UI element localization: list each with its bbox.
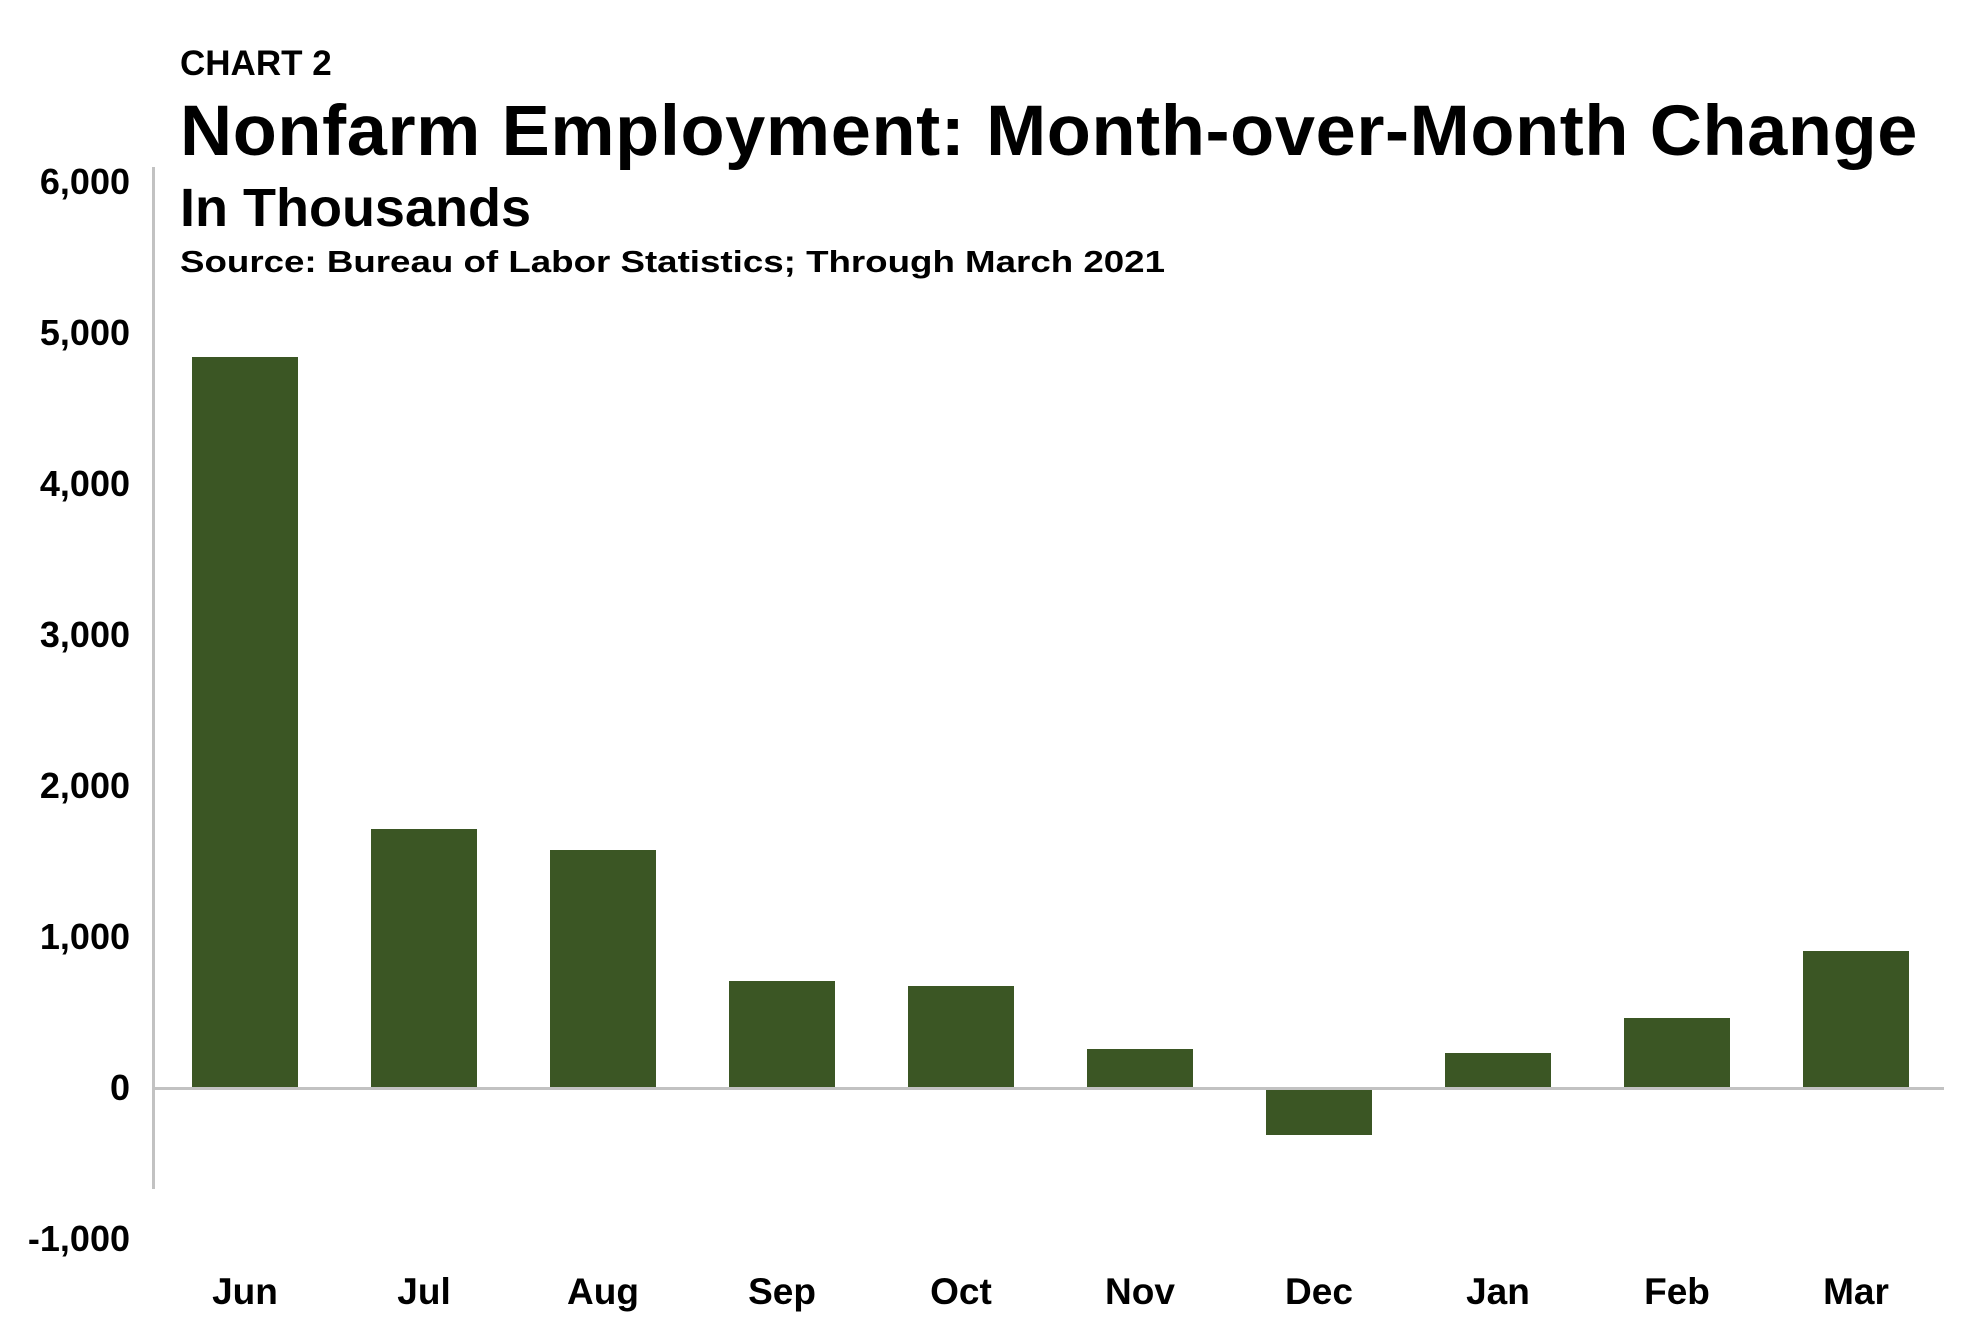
chart-title: Nonfarm Employment: Month-over-Month Cha… (180, 92, 1919, 171)
chart-subtitle: In Thousands (180, 178, 531, 238)
bar-jun (192, 357, 298, 1088)
y-tick-label: 4,000 (39, 463, 130, 504)
y-tick-label: 1,000 (39, 916, 130, 957)
x-tick-label: Sep (748, 1271, 816, 1312)
zero-baseline (152, 1087, 1944, 1090)
chart-number-label: CHART 2 (180, 44, 332, 83)
y-tick-label: 3,000 (39, 614, 130, 655)
bar-nov (1087, 1049, 1193, 1088)
y-axis-line (152, 167, 155, 1189)
y-tick-label: 2,000 (39, 765, 130, 806)
x-tick-label: Mar (1823, 1271, 1889, 1312)
bar-jan (1445, 1052, 1551, 1088)
bar-mar (1803, 951, 1909, 1088)
x-tick-label: Jul (397, 1271, 451, 1312)
bar-aug (550, 850, 656, 1088)
bar-feb (1624, 1018, 1730, 1088)
x-tick-label: Oct (930, 1271, 992, 1312)
x-tick-label: Nov (1105, 1271, 1175, 1312)
y-tick-label: 6,000 (39, 161, 130, 202)
x-tick-label: Jan (1466, 1271, 1530, 1312)
x-tick-label: Jun (212, 1271, 278, 1312)
x-tick-label: Aug (567, 1271, 639, 1312)
y-tick-label: 0 (109, 1067, 130, 1108)
bar-oct (908, 986, 1014, 1088)
y-tick-label: 5,000 (39, 312, 130, 353)
chart-source-note: Source: Bureau of Labor Statistics; Thro… (180, 244, 1166, 279)
y-tick-label: -1,000 (27, 1218, 130, 1259)
bar-dec (1266, 1090, 1372, 1136)
bar-jul (371, 829, 477, 1088)
x-tick-label: Dec (1285, 1271, 1353, 1312)
x-tick-label: Feb (1644, 1271, 1710, 1312)
bar-sep (729, 980, 835, 1088)
